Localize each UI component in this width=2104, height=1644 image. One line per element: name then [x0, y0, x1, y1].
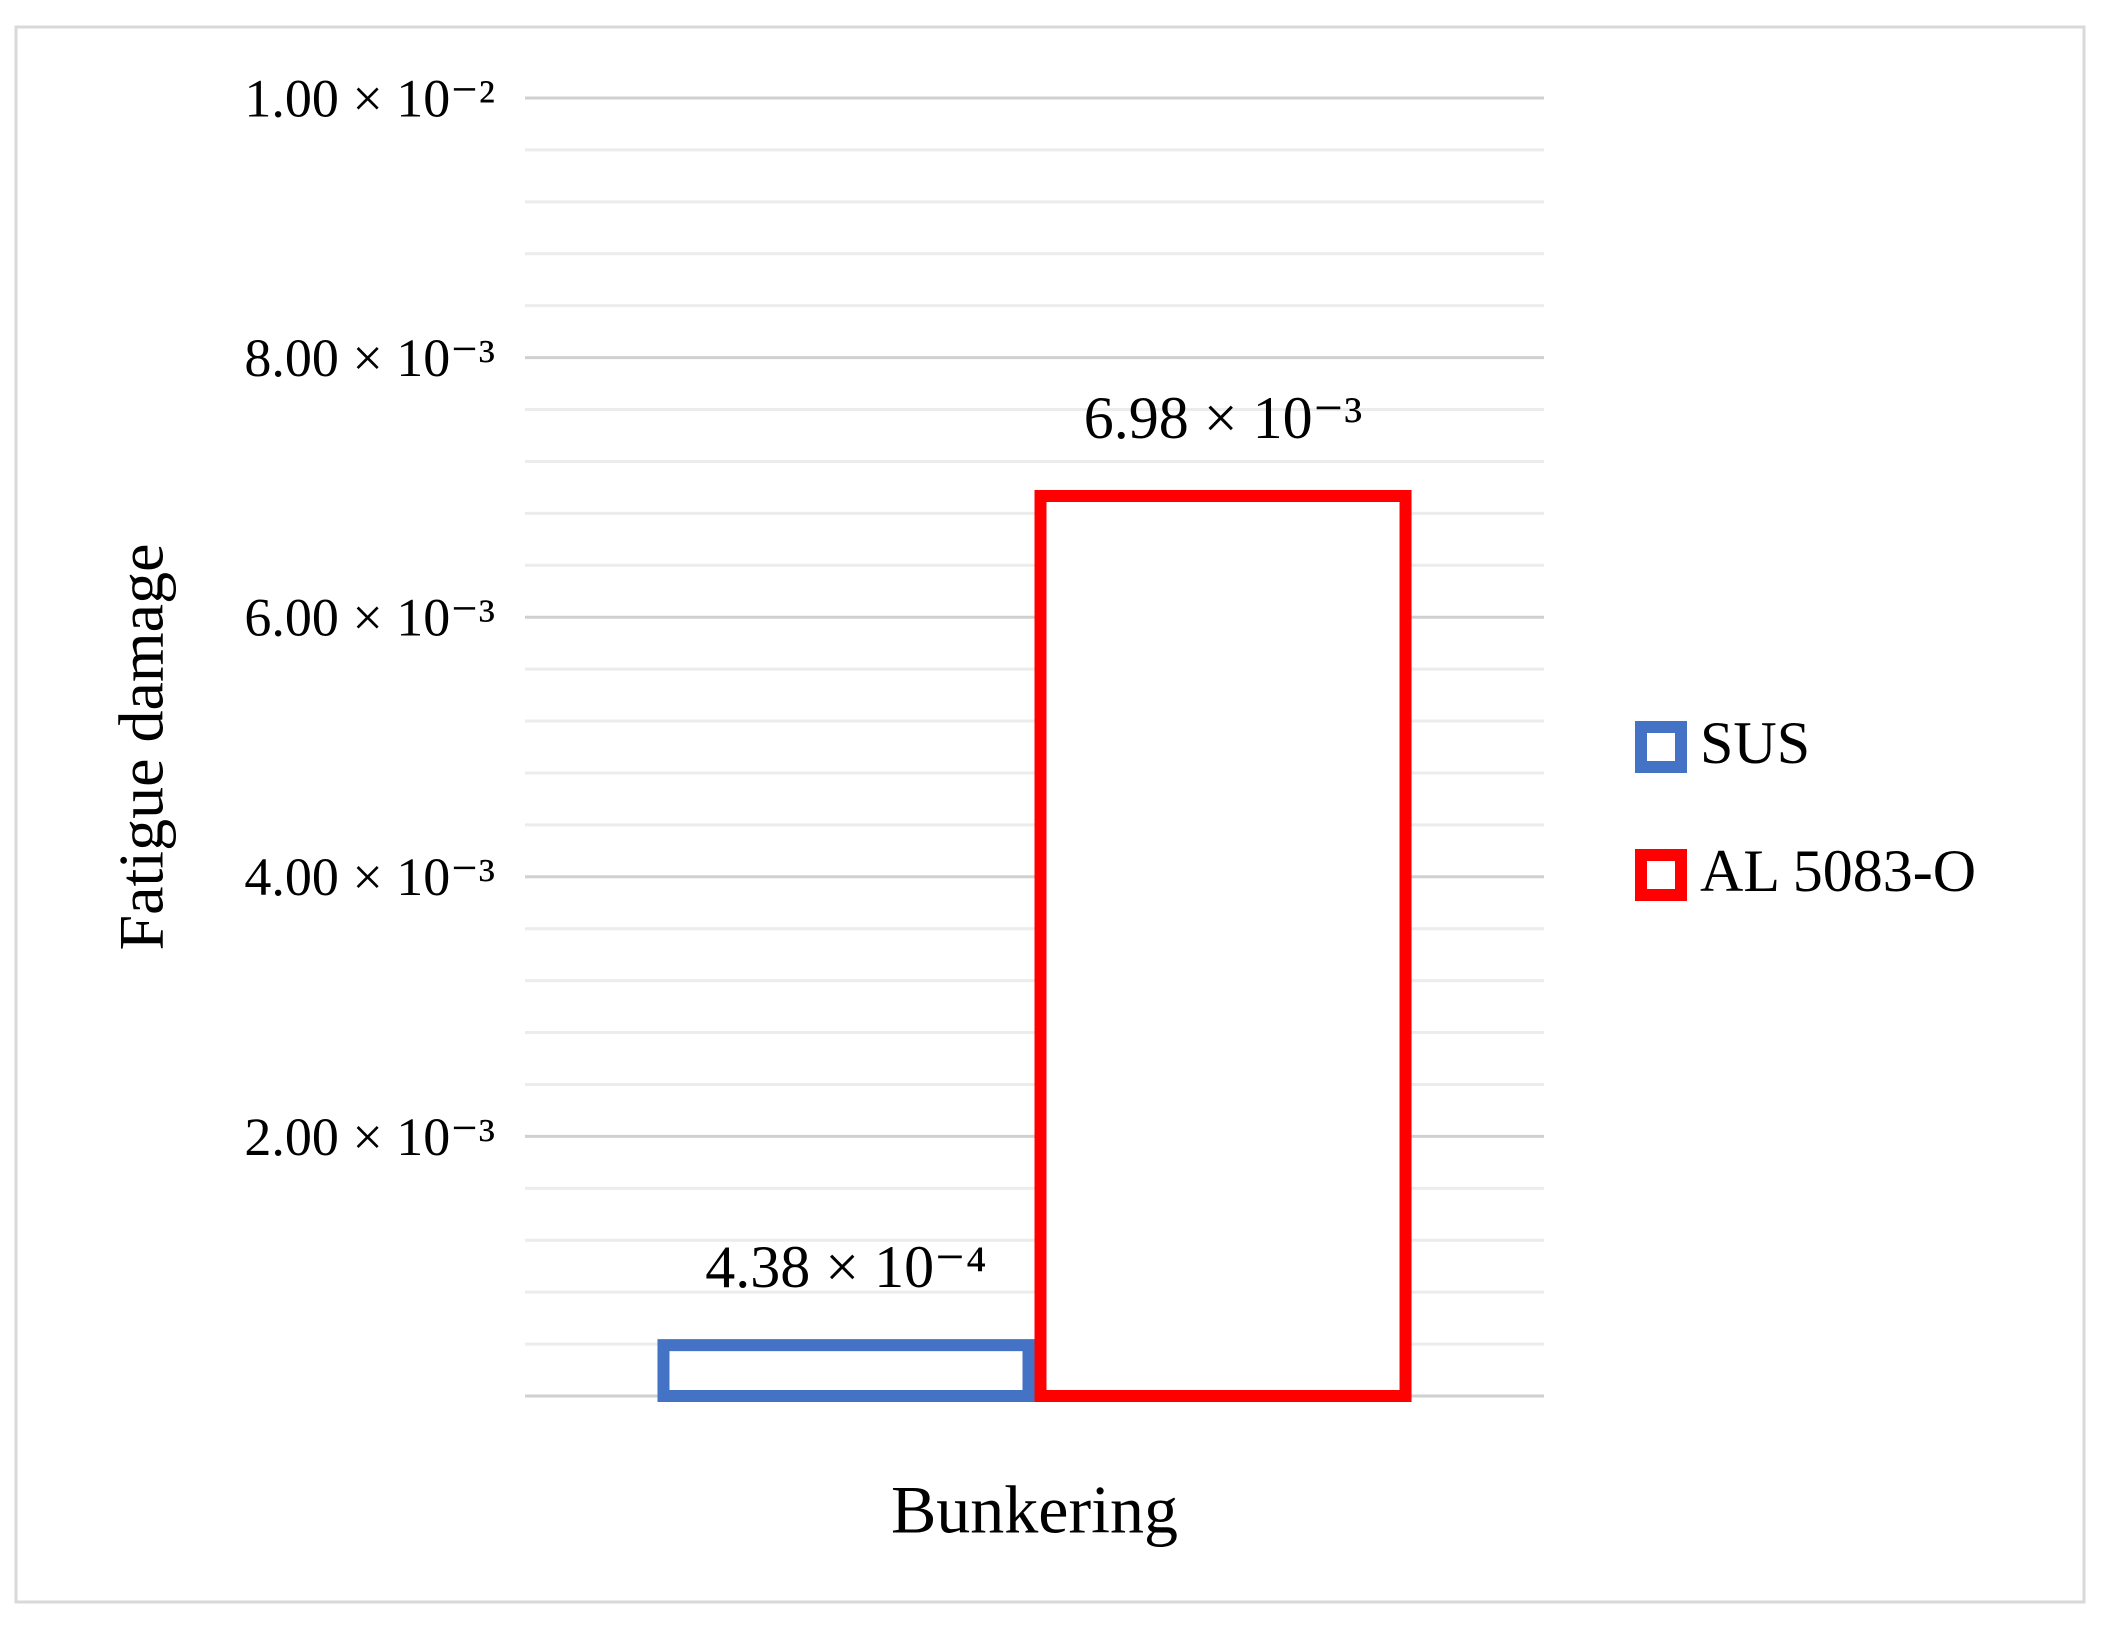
y-axis-title: Fatigue damage: [106, 544, 177, 951]
legend-swatch: [1635, 849, 1687, 901]
bar: [657, 1339, 1035, 1402]
y-tick-label: 8.00 × 10⁻³: [244, 328, 495, 388]
y-tick-label: 1.00 × 10⁻²: [244, 68, 495, 128]
y-tick-label: 4.00 × 10⁻³: [244, 847, 495, 907]
y-tick-label: 2.00 × 10⁻³: [244, 1107, 495, 1167]
bar: [1034, 489, 1412, 1403]
y-tick-label: 6.00 × 10⁻³: [244, 588, 495, 648]
x-tick-label: Bunkering: [891, 1472, 1178, 1548]
legend-swatch: [1635, 721, 1687, 773]
legend-label: SUS: [1700, 710, 1810, 776]
legend-label: AL 5083-O: [1700, 838, 1976, 904]
data-label: 6.98 × 10⁻³: [1084, 385, 1363, 451]
data-label: 4.38 × 10⁻⁴: [705, 1234, 986, 1300]
